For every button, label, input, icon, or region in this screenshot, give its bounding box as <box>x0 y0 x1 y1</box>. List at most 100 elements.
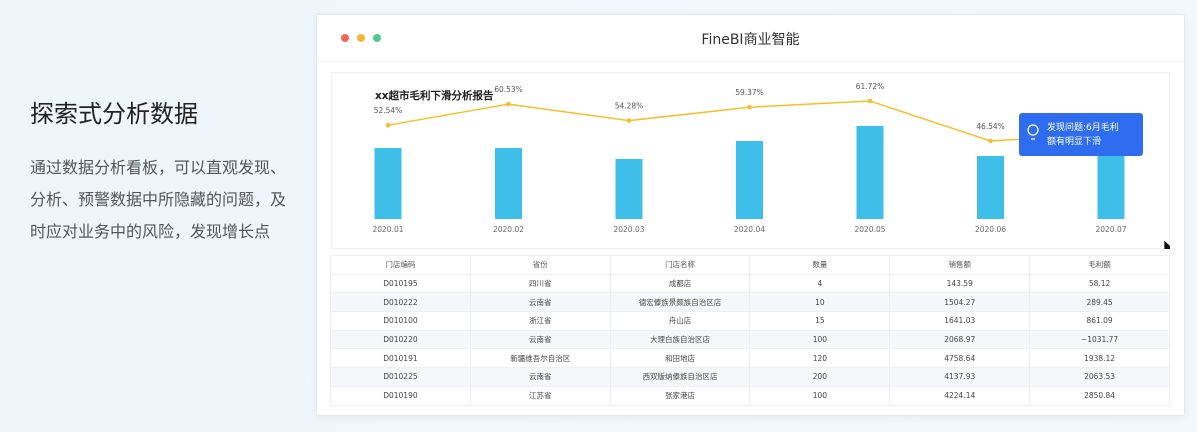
table-cell: −1031.77 <box>1029 329 1170 350</box>
table-cell: 4137.93 <box>889 367 1031 387</box>
line-point <box>867 98 873 104</box>
table-cell: 和田地店 <box>609 348 751 369</box>
bar <box>495 148 522 219</box>
x-tick-label: 2020.06 <box>975 225 1006 234</box>
data-label: 59.37% <box>735 88 764 97</box>
table-cell: 4758.64 <box>889 348 1031 369</box>
data-table: 门店编码 省份 门店名称 数量 销售额 毛利额 D010195 四川省 成都店 4 143.59 58… <box>330 255 1170 406</box>
table-header: 门店编码 省份 门店名称 数量 销售额 毛利额 <box>330 255 1170 275</box>
table-cell: 德宏傣族景颇族自治区店 <box>609 292 751 313</box>
data-label: 61.72% <box>856 82 885 91</box>
table-row: D010195 四川省 成都店 4 143.59 58.12 <box>330 273 1170 294</box>
app-window: FineBI商业智能 xx超市毛利下滑分析报告 2020.01 2020.02 20… <box>316 14 1185 416</box>
table-cell: 2063.53 <box>1029 367 1170 387</box>
table-cell: 大理白族自治区店 <box>609 329 751 350</box>
table-cell: 江苏省 <box>469 385 611 406</box>
column-header: 省份 <box>469 255 611 275</box>
annotation: 发现问题:6月毛利额有明显下滑 <box>1019 113 1143 156</box>
annotation-box <box>1019 113 1143 156</box>
table-cell: 143.59 <box>889 273 1031 294</box>
line-point <box>506 101 511 107</box>
bar <box>374 148 402 219</box>
table-cell: 舟山店 <box>609 311 751 331</box>
data-label: 54.28% <box>615 102 644 111</box>
table-cell: 1641.03 <box>889 311 1031 331</box>
table-cell: 200 <box>749 367 891 387</box>
table-cell: 云南省 <box>469 292 611 313</box>
table-cell: 张家港店 <box>609 385 751 406</box>
table-cell: 120 <box>749 348 891 369</box>
table-cell: 10 <box>749 292 891 313</box>
line-point <box>747 104 752 110</box>
table-cell: D010190 <box>330 385 471 406</box>
column-header: 门店名称 <box>609 255 751 275</box>
table-cell: 西双版纳傣族自治区店 <box>609 367 751 387</box>
x-tick-label: 2020.05 <box>854 225 885 234</box>
table-cell: 2850.84 <box>1029 385 1170 406</box>
annotation-line: 发现问题:6月毛利 <box>1047 121 1119 133</box>
column-header: 门店编码 <box>330 255 471 275</box>
x-tick-label: 2020.02 <box>493 225 524 234</box>
window-title: FineBI商业智能 <box>701 32 800 48</box>
table-cell: D010222 <box>330 292 471 313</box>
bar <box>615 159 643 219</box>
x-tick-label: 2020.04 <box>734 225 765 234</box>
chart-title: xx超市毛利下滑分析报告 <box>375 89 494 102</box>
table-cell: D010191 <box>330 348 471 369</box>
table-row: D010191 新疆维吾尔自治区 和田地店 120 4758.64 1938.12 <box>330 348 1170 369</box>
bar <box>856 126 884 219</box>
table-row: D010222 云南省 德宏傣族景颇族自治区店 10 1504.27 289.45 <box>330 292 1170 313</box>
table-cell: 成都店 <box>609 273 751 294</box>
bar <box>977 156 1004 219</box>
bar <box>1097 147 1125 219</box>
title-bar: FineBI商业智能 <box>317 15 1184 62</box>
bar <box>736 141 763 219</box>
x-tick-label: 2020.01 <box>372 225 403 234</box>
table-cell: 1504.27 <box>889 292 1031 313</box>
intro-title: 探索式分析数据 <box>30 100 198 128</box>
data-label: 52.54% <box>374 106 403 115</box>
table-cell: D010100 <box>330 311 471 331</box>
annotation-text: 发现问题:6月毛利额有明显下滑 <box>1047 121 1119 147</box>
table-row: D010220 云南省 大理白族自治区店 100 2068.97 −1031.77 <box>330 329 1170 350</box>
table-cell: D010195 <box>330 273 471 294</box>
column-header: 毛利额 <box>1029 255 1170 275</box>
column-header: 数量 <box>749 255 891 275</box>
maximize-dot[interactable] <box>373 34 381 42</box>
chart: xx超市毛利下滑分析报告 2020.01 2020.02 2020.03 2020.0… <box>331 72 1170 249</box>
annotation-line: 额有明显下滑 <box>1047 135 1101 147</box>
table-cell: 15 <box>749 311 891 331</box>
table-cell: 100 <box>749 385 891 406</box>
column-header: 销售额 <box>889 255 1031 275</box>
table-cell: 4 <box>749 273 891 294</box>
table-row: D010100 浙江省 舟山店 15 1641.03 861.09 <box>330 311 1170 331</box>
x-tick-label: 2020.07 <box>1095 225 1126 234</box>
table-cell: D010220 <box>330 329 471 350</box>
table-cell: 4224.14 <box>889 385 1031 406</box>
table-cell: 浙江省 <box>469 311 611 331</box>
table-cell: 100 <box>749 329 891 350</box>
data-label: 46.54% <box>976 122 1005 131</box>
table-row: D010190 江苏省 张家港店 100 4224.14 2850.84 <box>330 385 1170 406</box>
line-point <box>385 122 391 128</box>
table-cell: 四川省 <box>469 273 611 294</box>
table-row: D010225 云南省 西双版纳傣族自治区店 200 4137.93 2063.53 <box>330 367 1170 387</box>
line-point <box>988 138 993 144</box>
close-dot[interactable] <box>341 34 349 42</box>
bulb-icon <box>1027 124 1039 136</box>
table-cell: 新疆维吾尔自治区 <box>469 348 611 369</box>
cursor <box>1163 239 1170 249</box>
table-cell: D010225 <box>330 367 471 387</box>
minimize-dot[interactable] <box>357 34 365 42</box>
table-cell: 云南省 <box>469 367 611 387</box>
line-point <box>626 118 632 123</box>
table-cell: 289.45 <box>1029 292 1170 313</box>
x-tick-label: 2020.03 <box>613 225 644 234</box>
table-cell: 2068.97 <box>889 329 1031 350</box>
table-cell: 1938.12 <box>1029 348 1170 369</box>
data-label: 60.53% <box>494 85 523 94</box>
table-cell: 58.12 <box>1029 273 1170 294</box>
table-cell: 云南省 <box>469 329 611 350</box>
